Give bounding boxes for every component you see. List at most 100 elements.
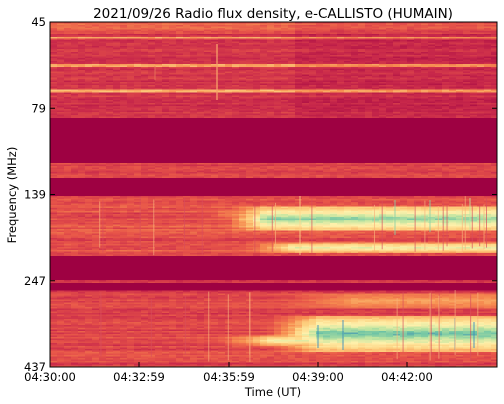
heatmap-cell (71, 67, 79, 69)
heatmap-cell (414, 97, 422, 99)
heatmap-cell (106, 46, 114, 48)
heatmap-cell (113, 34, 121, 36)
heatmap-cell (351, 112, 359, 114)
heatmap-cell (246, 32, 254, 35)
heatmap-cell (71, 61, 79, 63)
heatmap-cell (323, 55, 331, 57)
heatmap-cell (141, 56, 149, 59)
heatmap-cell (232, 68, 240, 71)
heatmap-cell (379, 22, 387, 24)
heatmap-cell (141, 76, 149, 78)
heatmap-cell (386, 73, 394, 75)
heatmap-cell (400, 100, 408, 102)
heatmap-cell (155, 89, 163, 92)
heatmap-cell (176, 91, 184, 93)
heatmap-cell (365, 110, 373, 113)
heatmap-cell (211, 70, 219, 72)
heatmap-cell (456, 56, 464, 59)
heatmap-cell (400, 176, 408, 179)
heatmap-cell (204, 65, 212, 68)
heatmap-cell (414, 41, 422, 44)
heatmap-cell (57, 53, 65, 56)
heatmap-cell (407, 64, 415, 66)
heatmap-cell (288, 115, 296, 117)
heatmap-cell (246, 49, 254, 51)
heatmap-cell (211, 68, 219, 71)
heatmap-cell (92, 38, 100, 41)
heatmap-cell (484, 61, 492, 63)
heatmap-cell (407, 53, 415, 56)
heatmap-cell (477, 109, 485, 111)
heatmap-cell (183, 176, 191, 179)
heatmap-cell (197, 103, 205, 105)
heatmap-cell (134, 32, 142, 35)
heatmap-cell (463, 61, 471, 63)
heatmap-cell (491, 109, 497, 111)
heatmap-cell (379, 113, 387, 116)
heatmap-cell (344, 172, 352, 174)
heatmap-cell (99, 28, 107, 30)
heatmap-cell (169, 47, 177, 50)
heatmap-cell (463, 83, 471, 86)
heatmap-cell (442, 23, 450, 26)
heatmap-cell (428, 52, 436, 54)
heatmap-cell (197, 106, 205, 108)
heatmap-cell (113, 35, 121, 38)
heatmap-cell (463, 52, 471, 54)
heatmap-cell (421, 199, 429, 201)
heatmap-cell (379, 166, 387, 168)
heatmap-cell (155, 104, 163, 107)
heatmap-cell (372, 104, 380, 107)
heatmap-cell (330, 94, 338, 96)
heatmap-cell (50, 148, 497, 150)
heatmap-cell (379, 167, 387, 170)
heatmap-cell (71, 101, 79, 104)
heatmap-cell (274, 112, 282, 114)
heatmap-cell (267, 70, 275, 72)
heatmap-cell (162, 76, 170, 78)
heatmap-cell (337, 76, 345, 78)
heatmap-cell (477, 37, 485, 39)
heatmap-cell (407, 163, 415, 165)
heatmap-cell (232, 169, 240, 171)
heatmap-cell (183, 35, 191, 38)
heatmap-cell (421, 47, 429, 50)
heatmap-cell (85, 200, 93, 203)
heatmap-cell (358, 173, 366, 176)
heatmap-cell (421, 172, 429, 174)
heatmap-cell (113, 26, 121, 29)
heatmap-cell (50, 103, 58, 105)
heatmap-cell (288, 107, 296, 110)
heatmap-cell (50, 163, 58, 165)
heatmap-cell (267, 172, 275, 174)
heatmap-cell (365, 98, 373, 101)
heatmap-cell (449, 43, 457, 45)
heatmap-cell (113, 74, 121, 77)
heatmap-cell (71, 86, 79, 89)
heatmap-cell (225, 70, 233, 72)
heatmap-cell (295, 76, 303, 78)
heatmap-cell (372, 68, 380, 71)
heatmap-cell (344, 34, 352, 36)
heatmap-cell (463, 80, 471, 83)
heatmap-cell (449, 113, 457, 116)
heatmap-cell (57, 79, 65, 81)
heatmap-cell (218, 47, 226, 50)
heatmap-cell (302, 32, 310, 35)
heatmap-cell (400, 49, 408, 51)
heatmap-cell (176, 56, 184, 59)
heatmap-cell (449, 107, 457, 110)
heatmap-cell (127, 62, 135, 65)
heatmap-cell (428, 40, 436, 42)
heatmap-cell (372, 106, 380, 108)
heatmap-cell (162, 73, 170, 75)
heatmap-cell (50, 110, 58, 113)
heatmap-cell (351, 89, 359, 92)
heatmap-cell (351, 47, 359, 50)
heatmap-cell (204, 104, 212, 107)
heatmap-cell (50, 179, 497, 182)
heatmap-cell (267, 167, 275, 170)
heatmap-cell (211, 199, 219, 201)
heatmap-cell (260, 115, 268, 117)
heatmap-cell (225, 115, 233, 117)
